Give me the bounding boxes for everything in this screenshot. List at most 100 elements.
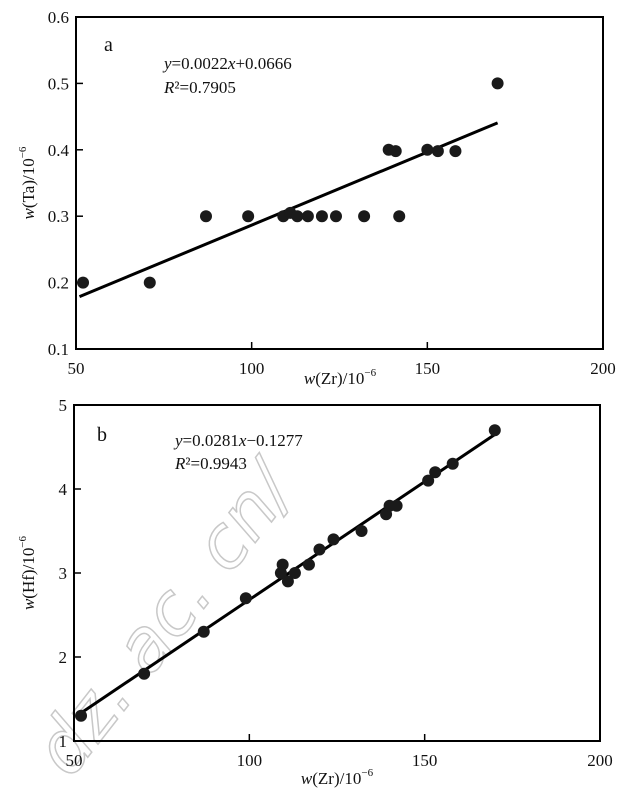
equation-y-var: y [162, 54, 172, 73]
y-title-exponent: −6 [17, 146, 29, 158]
y-tick-label: 0.3 [48, 207, 69, 226]
y-title-open: ( [19, 593, 38, 599]
y-tick-label: 1 [59, 732, 68, 751]
equation-x-var: x [238, 431, 247, 450]
x-title-exponent: −6 [364, 367, 376, 379]
x-tick-label: 200 [590, 359, 616, 378]
equation-intercept: −0.1277 [246, 431, 303, 450]
equation-intercept: +0.0666 [235, 54, 291, 73]
y-title-var: w [19, 598, 38, 610]
x-title-name: Zr [321, 369, 337, 388]
data-point [143, 276, 156, 289]
x-title-name: Zr [318, 769, 334, 788]
equation-slope: =0.0281 [183, 431, 239, 450]
r-symbol: R [163, 78, 175, 97]
y-title-close: )/10 [19, 548, 38, 575]
data-points [77, 77, 504, 289]
y-tick-label: 0.1 [48, 340, 69, 359]
data-point [393, 210, 406, 223]
x-title-open: ( [312, 769, 318, 788]
data-point [242, 210, 255, 223]
x-tick-label: 100 [239, 359, 265, 378]
panel-label: b [97, 424, 107, 446]
data-point [239, 592, 252, 605]
data-point [449, 145, 462, 158]
data-point [389, 145, 402, 158]
r-squared: R²=0.7905 [163, 78, 236, 97]
x-title-var: w [301, 769, 313, 788]
data-point [281, 575, 294, 588]
data-points [75, 424, 501, 722]
chart-panel-a: 50 100 150 200 0.1 0.2 0.3 0.4 0.5 0.6 a y=0.0022… [17, 8, 616, 388]
plot-area-frame [75, 16, 604, 350]
y-axis-title: w(Hf)/10−6 [17, 535, 38, 610]
y-tick-label: 5 [59, 396, 68, 415]
data-point [358, 210, 371, 223]
data-point [288, 567, 301, 579]
data-point [302, 558, 315, 571]
equation-slope: =0.0022 [172, 54, 228, 73]
r-symbol: R [174, 454, 186, 473]
r-squared: R²=0.9943 [174, 454, 247, 473]
y-tick-label: 2 [59, 648, 68, 667]
x-tick-label: 150 [415, 359, 441, 378]
data-point [422, 474, 435, 487]
data-point [390, 499, 403, 512]
x-title-exponent: −6 [361, 767, 373, 779]
x-title-open: ( [315, 369, 321, 388]
x-title-var: w [304, 369, 316, 388]
data-point [421, 143, 434, 156]
data-point [199, 210, 212, 223]
y-title-open: ( [19, 202, 38, 208]
regression-equation: y=0.0022x+0.0666 [162, 54, 292, 73]
data-point [77, 276, 90, 289]
x-tick-label: 100 [237, 751, 263, 770]
x-title-close: )/10 [337, 369, 364, 388]
x-tick-label: 50 [68, 359, 85, 378]
axis-ticks: 50 100 150 200 1 2 3 4 5 [59, 396, 613, 770]
equation-y-var: y [173, 431, 183, 450]
y-title-name: Ta [19, 185, 38, 202]
y-title-name: Hf [19, 575, 38, 593]
y-title-var: w [19, 207, 38, 219]
x-axis-title: w(Zr)/10−6 [301, 767, 374, 788]
data-point [315, 210, 328, 223]
x-title-close: )/10 [334, 769, 361, 788]
data-point [327, 533, 340, 546]
panel-label: a [104, 34, 113, 56]
y-tick-label: 3 [59, 564, 68, 583]
x-tick-label: 50 [66, 751, 83, 770]
data-point [446, 457, 459, 470]
data-point [291, 210, 304, 223]
data-point [138, 667, 151, 680]
regression-equation: y=0.0281x−0.1277 [173, 431, 303, 450]
axis-ticks: 50 100 150 200 0.1 0.2 0.3 0.4 0.5 0.6 [48, 8, 616, 378]
data-point [431, 145, 444, 158]
y-tick-label: 0.4 [48, 141, 70, 160]
y-tick-label: 0.6 [48, 8, 69, 27]
data-point [491, 77, 504, 90]
y-tick-label: 4 [59, 480, 68, 499]
data-point [488, 424, 501, 437]
y-title-close: )/10 [19, 158, 38, 185]
x-axis-title: w(Zr)/10−6 [304, 367, 377, 388]
data-point [276, 558, 289, 571]
data-point [355, 525, 368, 537]
r-squared-value: ²=0.7905 [174, 78, 235, 97]
y-tick-label: 0.5 [48, 74, 69, 93]
y-tick-label: 0.2 [48, 274, 69, 293]
r-squared-value: ²=0.9943 [185, 454, 246, 473]
y-title-exponent: −6 [17, 535, 29, 547]
data-point [313, 543, 326, 556]
data-point [197, 625, 210, 638]
equation-x-var: x [227, 54, 236, 73]
y-axis-title: w(Ta)/10−6 [17, 146, 38, 219]
data-point [429, 466, 442, 479]
x-tick-label: 200 [587, 751, 613, 770]
data-point [329, 210, 342, 223]
data-point [75, 709, 88, 722]
chart-panel-b: 50 100 150 200 1 2 3 4 5 b y=0.0281x−0.1277 R²=0… [17, 396, 613, 788]
x-tick-label: 150 [412, 751, 438, 770]
data-point [301, 210, 314, 223]
